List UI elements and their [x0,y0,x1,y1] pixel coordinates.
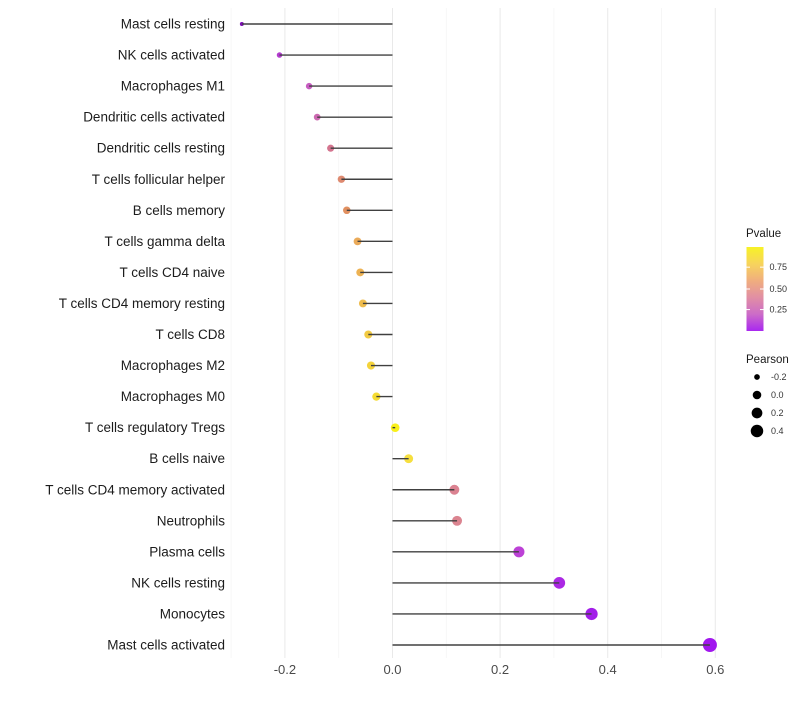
lollipop-row: Macrophages M1 [121,79,393,94]
y-axis-label: Macrophages M2 [121,358,225,373]
grid-layer [230,8,716,658]
pearson-legend-items: -0.2 0.0 0.2 0.4 [750,372,787,438]
legend-layer: Pvalue 0.75 0.50 0.25 Pearson -0.2 0.0 0.2 0.… [746,228,789,438]
lollipop-row: Mast cells resting [121,17,393,32]
pearson-legend-dot [752,390,762,400]
pearson-legend-dot [751,407,763,419]
y-axis-label: Monocytes [160,606,226,621]
lollipop-row: Monocytes [160,606,598,621]
pearson-legend-title: Pearson [746,354,789,366]
dot [702,638,717,652]
pvalue-tick-label: 0.25 [770,305,788,315]
x-tick-label: 0.2 [491,662,509,677]
y-axis-label: T cells CD8 [155,327,225,342]
lollipop-row: T cells regulatory Tregs [85,420,400,435]
axis-layer: -0.2 0.0 0.2 0.4 0.6 [274,662,725,677]
pearson-legend-dot [750,424,764,438]
lollipop-row: Macrophages M2 [121,358,393,373]
y-axis-label: Neutrophils [157,513,226,528]
y-axis-label: Macrophages M0 [121,389,225,404]
lollipop-row: NK cells resting [131,575,566,590]
y-axis-label: Macrophages M1 [121,79,225,94]
pearson-legend-label: 0.2 [771,408,784,418]
x-tick-label: -0.2 [274,662,296,677]
pearson-legend-label: -0.2 [771,372,787,382]
pearson-legend-label: 0.4 [771,426,784,436]
lollipop-row: T cells gamma delta [104,234,393,249]
lollipop-row: Mast cells activated [107,638,717,653]
x-tick-label: 0.0 [383,662,401,677]
lollipop-row: T cells CD4 naive [119,265,393,280]
x-tick-label: 0.4 [599,662,617,677]
lollipop-row: T cells follicular helper [92,172,393,187]
lollipop-row: Dendritic cells activated [83,110,393,125]
y-axis-label: Dendritic cells activated [83,110,225,125]
y-axis-label: Mast cells resting [121,17,225,32]
pvalue-tick-label: 0.75 [770,262,788,272]
pearson-legend-dot [754,374,760,380]
y-axis-label: T cells CD4 memory activated [45,482,225,497]
pvalue-gradient-bar [746,247,764,331]
lollipop-row: B cells naive [149,451,414,466]
pearson-legend-label: 0.0 [771,390,784,400]
lollipop-row: T cells CD4 memory resting [59,296,393,311]
dot [366,361,376,370]
lollipop-row: Macrophages M0 [121,389,393,404]
pvalue-tick-label: 0.50 [770,284,788,294]
y-axis-label: T cells follicular helper [92,172,226,187]
lollipop-row: B cells memory [133,203,393,218]
lollipop-row: NK cells activated [118,48,393,63]
y-axis-label: B cells memory [133,203,226,218]
pvalue-legend-title: Pvalue [746,228,781,240]
y-axis-label: T cells CD4 naive [119,265,225,280]
lollipop-row: Plasma cells [149,544,525,559]
lollipop-row: T cells CD4 memory activated [45,482,460,497]
pvalue-legend-ticks: 0.75 0.50 0.25 [746,262,788,315]
y-axis-label: T cells regulatory Tregs [85,420,225,435]
data-layer: Mast cells resting NK cells activated Macr… [45,17,717,653]
y-axis-label: B cells naive [149,451,225,466]
dot [353,237,362,246]
y-axis-label: Plasma cells [149,544,225,559]
x-tick-label: 0.6 [706,662,724,677]
y-axis-label: NK cells resting [131,575,225,590]
lollipop-row: Neutrophils [157,513,463,528]
y-axis-label: T cells CD4 memory resting [59,296,225,311]
dot [585,607,598,621]
lollipop-row: T cells CD8 [155,327,393,342]
y-axis-label: T cells gamma delta [104,234,225,249]
y-axis-label: Dendritic cells resting [97,141,225,156]
y-axis-label: NK cells activated [118,48,225,63]
y-axis-label: Mast cells activated [107,638,225,653]
lollipop-row: Dendritic cells resting [97,141,393,156]
